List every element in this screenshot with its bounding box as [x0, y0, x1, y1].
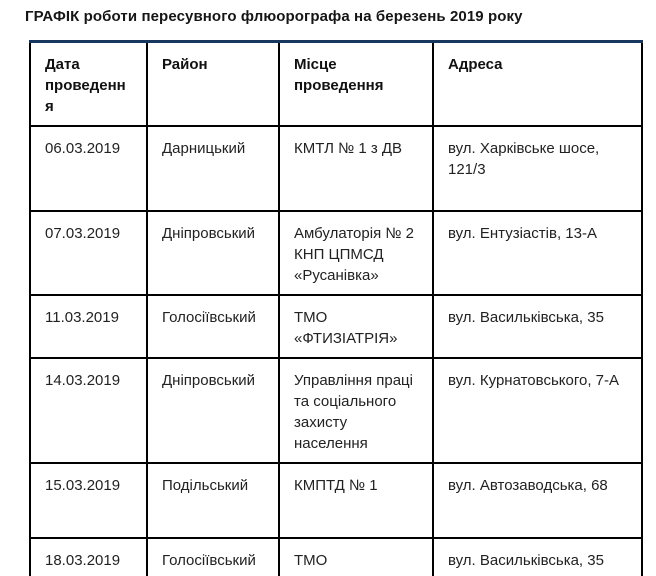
table-row: 15.03.2019 Подільський КМПТД № 1 вул. Автоз…	[29, 462, 643, 539]
table-row: 14.03.2019 Дніпровський Управління праці т…	[29, 357, 643, 464]
table-cell: 18.03.2019	[29, 537, 148, 576]
table-cell: КМТЛ № 1 з ДВ	[278, 125, 434, 212]
table-cell: Амбулаторія № 2 КНП ЦПМСД «Русанівка»	[278, 210, 434, 296]
table-cell: Дніпровський	[146, 357, 280, 464]
table-row: 11.03.2019 Голосіївський ТМО «ФТИЗІАТРІЯ» в…	[29, 294, 643, 359]
table-cell: 06.03.2019	[29, 125, 148, 212]
table-cell: вул. Васильківська, 35	[432, 294, 643, 359]
table-header-row: Дата проведення Район Місце проведення Адре…	[29, 41, 643, 127]
table-cell: вул. Васильківська, 35	[432, 537, 643, 576]
table-cell: Дніпровський	[146, 210, 280, 296]
column-header: Дата проведення	[29, 41, 148, 127]
table-cell: Голосіївський	[146, 537, 280, 576]
page-title: ГРАФІК роботи пересувного флюорографа на…	[25, 8, 523, 25]
column-header: Адреса	[432, 41, 643, 127]
table-cell: 15.03.2019	[29, 462, 148, 539]
column-header: Район	[146, 41, 280, 127]
table-cell: вул. Автозаводська, 68	[432, 462, 643, 539]
table-cell: Дарницький	[146, 125, 280, 212]
table-cell: Управління праці та соціального захисту …	[278, 357, 434, 464]
table-cell: Подільський	[146, 462, 280, 539]
table-cell: 07.03.2019	[29, 210, 148, 296]
table-row: 07.03.2019 Дніпровський Амбулаторія № 2 КН…	[29, 210, 643, 296]
column-header: Місце проведення	[278, 41, 434, 127]
table-cell: 11.03.2019	[29, 294, 148, 359]
table-cell: ТМО «ФТИЗІАТРІЯ»	[278, 537, 434, 576]
table-cell: Голосіївський	[146, 294, 280, 359]
table-cell: ТМО «ФТИЗІАТРІЯ»	[278, 294, 434, 359]
table-cell: 14.03.2019	[29, 357, 148, 464]
table-cell: вул. Ентузіастів, 13-А	[432, 210, 643, 296]
schedule-table: Дата проведення Район Місце проведення Адре…	[29, 40, 643, 576]
table-cell: вул. Курнатовського, 7-А	[432, 357, 643, 464]
table-cell: КМПТД № 1	[278, 462, 434, 539]
table-cell: вул. Харківське шосе, 121/3	[432, 125, 643, 212]
table-row: 06.03.2019 Дарницький КМТЛ № 1 з ДВ вул. Ха…	[29, 125, 643, 212]
